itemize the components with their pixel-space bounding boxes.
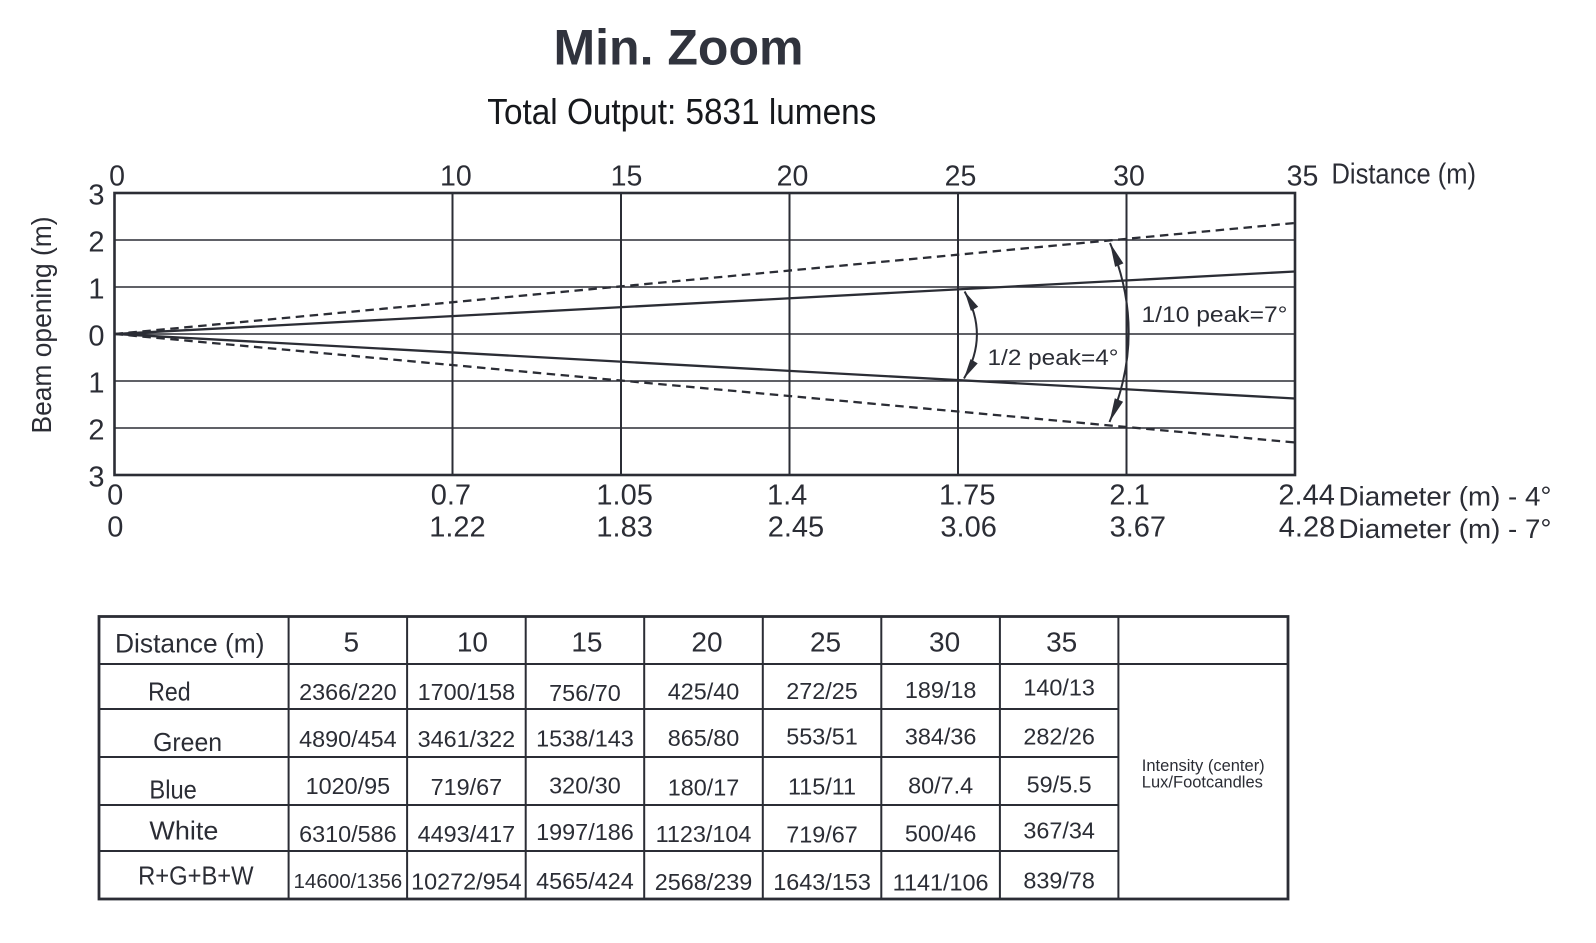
svg-text:719/67: 719/67 <box>786 822 858 848</box>
svg-text:0: 0 <box>107 480 123 512</box>
svg-text:Blue: Blue <box>149 774 197 804</box>
svg-text:1538/143: 1538/143 <box>536 726 634 752</box>
svg-text:Diameter (m) - 4°: Diameter (m) - 4° <box>1339 482 1552 512</box>
svg-text:320/30: 320/30 <box>549 773 621 799</box>
svg-text:1/10 peak=7°: 1/10 peak=7° <box>1142 302 1288 327</box>
svg-text:80/7.4: 80/7.4 <box>908 773 973 799</box>
svg-text:180/17: 180/17 <box>668 775 740 801</box>
svg-text:140/13: 140/13 <box>1023 675 1095 701</box>
svg-text:4.28: 4.28 <box>1279 512 1335 544</box>
svg-text:3: 3 <box>88 462 104 494</box>
svg-text:2.44: 2.44 <box>1278 480 1334 512</box>
svg-text:35: 35 <box>1046 627 1077 658</box>
svg-text:1/2 peak=4°: 1/2 peak=4° <box>988 345 1119 370</box>
svg-text:367/34: 367/34 <box>1023 818 1095 844</box>
svg-text:3: 3 <box>88 180 104 212</box>
svg-text:282/26: 282/26 <box>1023 724 1095 750</box>
svg-text:4493/417: 4493/417 <box>418 821 516 847</box>
svg-text:1700/158: 1700/158 <box>418 679 516 705</box>
svg-text:1: 1 <box>88 368 104 400</box>
svg-text:Distance (m): Distance (m) <box>1332 158 1477 190</box>
svg-text:Lux/Footcandles: Lux/Footcandles <box>1142 774 1263 792</box>
svg-text:719/67: 719/67 <box>431 774 503 800</box>
svg-text:4890/454: 4890/454 <box>299 726 397 752</box>
svg-text:1.83: 1.83 <box>596 512 652 544</box>
svg-text:500/46: 500/46 <box>905 821 977 847</box>
svg-text:2: 2 <box>88 415 104 447</box>
svg-text:384/36: 384/36 <box>905 724 977 750</box>
svg-text:20: 20 <box>691 627 722 658</box>
svg-text:2568/239: 2568/239 <box>655 869 753 895</box>
svg-text:20: 20 <box>777 160 809 192</box>
svg-text:0: 0 <box>88 321 104 353</box>
svg-text:3.67: 3.67 <box>1110 512 1166 544</box>
svg-text:25: 25 <box>945 160 977 192</box>
svg-text:Distance (m): Distance (m) <box>115 629 265 659</box>
svg-text:35: 35 <box>1287 160 1319 192</box>
svg-text:756/70: 756/70 <box>549 680 621 706</box>
svg-text:2: 2 <box>88 227 104 259</box>
svg-text:1020/95: 1020/95 <box>306 773 391 799</box>
svg-text:0: 0 <box>107 512 123 544</box>
svg-text:5: 5 <box>344 627 360 658</box>
svg-text:10: 10 <box>440 160 472 192</box>
svg-text:865/80: 865/80 <box>668 725 740 751</box>
svg-text:15: 15 <box>611 160 643 192</box>
svg-text:425/40: 425/40 <box>668 679 740 705</box>
svg-text:Total Output: 5831 lumens: Total Output: 5831 lumens <box>487 91 876 132</box>
svg-text:2366/220: 2366/220 <box>299 679 397 705</box>
svg-text:Intensity (center): Intensity (center) <box>1142 757 1265 775</box>
svg-text:10272/954: 10272/954 <box>411 869 522 895</box>
svg-text:0: 0 <box>109 160 125 192</box>
svg-text:553/51: 553/51 <box>786 724 858 750</box>
svg-text:839/78: 839/78 <box>1023 868 1095 894</box>
svg-text:14600/1356: 14600/1356 <box>293 870 402 893</box>
svg-text:30: 30 <box>929 627 960 658</box>
svg-text:3.06: 3.06 <box>940 512 996 544</box>
svg-text:1: 1 <box>88 274 104 306</box>
svg-text:59/5.5: 59/5.5 <box>1027 772 1092 798</box>
svg-text:115/11: 115/11 <box>788 774 856 800</box>
svg-text:272/25: 272/25 <box>786 678 858 704</box>
svg-text:Diameter (m) - 7°: Diameter (m) - 7° <box>1339 514 1552 544</box>
svg-text:1997/186: 1997/186 <box>536 819 634 845</box>
svg-text:White: White <box>149 815 218 845</box>
svg-text:Green: Green <box>153 727 222 757</box>
svg-text:Min. Zoom: Min. Zoom <box>554 20 804 76</box>
svg-text:Beam opening (m): Beam opening (m) <box>26 217 57 434</box>
svg-text:0.7: 0.7 <box>431 480 471 512</box>
svg-text:15: 15 <box>571 627 602 658</box>
svg-text:1123/104: 1123/104 <box>656 821 752 847</box>
svg-text:4565/424: 4565/424 <box>536 868 634 894</box>
svg-text:1643/153: 1643/153 <box>773 869 871 895</box>
svg-text:1.22: 1.22 <box>429 512 485 544</box>
svg-text:189/18: 189/18 <box>905 677 977 703</box>
svg-text:2.1: 2.1 <box>1109 480 1149 512</box>
svg-text:30: 30 <box>1113 160 1145 192</box>
svg-text:1.4: 1.4 <box>767 480 807 512</box>
svg-text:Red: Red <box>148 677 191 707</box>
svg-text:10: 10 <box>457 627 488 658</box>
svg-text:3461/322: 3461/322 <box>418 726 516 752</box>
svg-text:1.05: 1.05 <box>596 480 652 512</box>
svg-text:6310/586: 6310/586 <box>299 821 397 847</box>
svg-text:2.45: 2.45 <box>768 512 824 544</box>
svg-text:1141/106: 1141/106 <box>893 870 989 896</box>
svg-text:R+G+B+W: R+G+B+W <box>138 861 254 891</box>
svg-text:1.75: 1.75 <box>939 480 995 512</box>
svg-text:25: 25 <box>810 627 841 658</box>
